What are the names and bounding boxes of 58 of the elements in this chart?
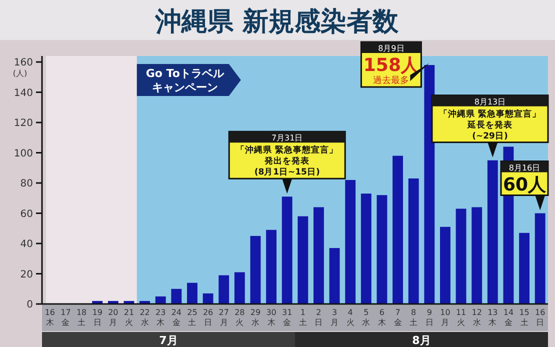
text: 8月 [412,334,431,347]
x-tick-label: 9 日 [425,308,434,327]
x-tick-label: 14 金 [503,308,514,327]
x-tick-label: 12 水 [472,308,482,327]
x-tick-label: 16 木 [44,308,55,327]
x-tick-label: 10 月 [440,308,450,327]
y-tick-label: 40 [20,239,33,250]
annotation: (8月1日~15日) [254,166,320,178]
x-tick-label: 7 金 [394,308,402,327]
y-tick-label: 120 [14,118,33,129]
annotation: 「沖縄県 緊急事態宣言」 [439,108,541,120]
annotation: 7月31日 [271,134,303,143]
x-tick-label: 3 月 [330,308,339,327]
x-tick-label: 11 火 [456,308,466,327]
x-tick-label: 28 火 [234,308,245,327]
annotation: 「沖縄県 緊急事態宣言」 [236,144,338,156]
x-tick-label: 8 土 [410,308,418,327]
y-tick-label: 140 [14,88,33,99]
x-tick-label: 13 木 [488,308,498,327]
annotation: 発出を発表 [264,156,311,167]
annotation: (~29日) [472,130,508,142]
annotation: 8月16日 [508,163,540,172]
x-tick-label: 29 水 [250,308,261,327]
annotation: 延長を発表 [466,119,514,130]
x-tick-label: 16 日 [535,308,546,327]
x-tick-label: 5 水 [362,308,370,327]
x-tick-label: 18 土 [76,308,87,327]
x-tick-label: 23 木 [156,308,166,327]
x-tick-label: 26 日 [202,308,214,327]
annotation: 60人 [502,174,548,196]
title: 沖縄県 新規感染者数 [155,7,399,37]
x-tick-label: 4 火 [346,308,354,327]
y-tick-label: 80 [20,178,33,190]
x-tick-label: 22 水 [140,308,150,327]
text: 7月 [159,334,178,347]
x-tick-label: 25 土 [187,308,198,327]
y-axis-title: (人) [12,69,28,78]
x-tick-label: 20 月 [108,308,118,327]
y-tick-label: 0 [26,300,33,310]
x-tick-label: 17 金 [60,308,71,327]
x-tick-label: 30 木 [266,308,276,327]
x-tick-label: 15 土 [519,308,530,327]
band-label: Go Toトラベルキャンペーン [146,67,225,94]
x-tick-label: 19 日 [92,308,102,327]
x-tick-label: 1 土 [298,308,307,327]
y-tick-label: 160 [14,58,33,68]
annotation: 8月16日 60人 [500,160,549,210]
x-tick-label: 2 日 [314,308,323,327]
annotation: 8月13日 [474,97,506,106]
y-tick-label: 100 [14,148,33,160]
x-tick-label: 31 金 [282,308,292,327]
y-tick-label: 20 [20,269,33,280]
annotation: 過去最多 [373,75,410,86]
x-tick-label: 6 木 [378,308,386,327]
x-tick-label: 27 月 [218,308,229,327]
y-tick-label: 60 [20,208,33,220]
x-tick-label: 21 火 [124,308,134,327]
x-tick-label: 24 金 [171,308,182,327]
